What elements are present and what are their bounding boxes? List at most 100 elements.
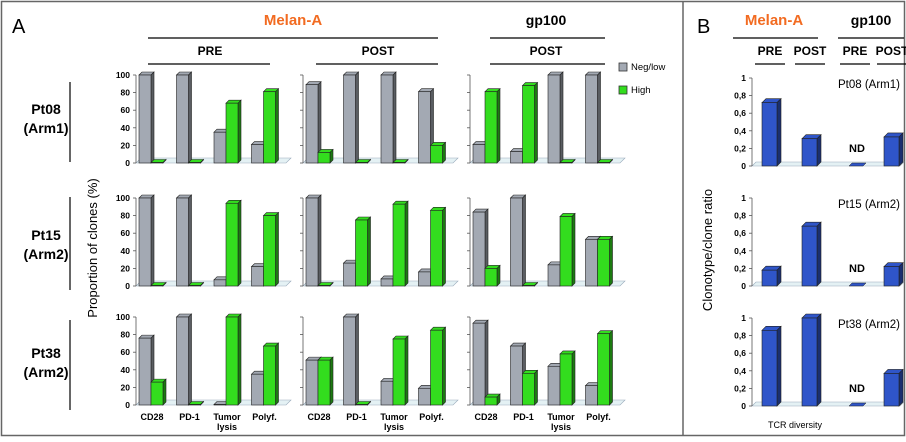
y-tick-label: 40 bbox=[121, 246, 131, 256]
legend-swatch-neg bbox=[618, 62, 628, 72]
b-bar-side bbox=[776, 97, 782, 167]
bar-high bbox=[522, 85, 535, 164]
b-y-tick-label: 0,6 bbox=[734, 348, 746, 358]
legend-high-label: High bbox=[631, 85, 651, 96]
bar-neg-low bbox=[305, 197, 319, 287]
b-col-header: POST bbox=[794, 44, 827, 58]
bar-neg-low-side bbox=[150, 194, 155, 287]
y-axis-label-b: Clonotype/clone ratio bbox=[700, 189, 715, 311]
bar-neg-low-side bbox=[188, 71, 192, 164]
bar-high bbox=[430, 329, 443, 406]
b-bar-side bbox=[776, 265, 782, 287]
bar-neg-low-side bbox=[188, 313, 192, 406]
b-y-tick-label: 0,2 bbox=[734, 263, 746, 273]
b-nd-label: ND bbox=[849, 143, 865, 155]
bar-high bbox=[484, 91, 498, 164]
x-tick-label: Polyf. bbox=[586, 412, 611, 422]
b-y-tick-label: 0,8 bbox=[734, 211, 746, 221]
bar-high bbox=[263, 345, 276, 406]
bar-neg-low-side bbox=[559, 71, 564, 164]
x-tick-label: Tumor bbox=[380, 412, 408, 422]
x-tick-label: Polyf. bbox=[252, 412, 277, 422]
x-tick-label: lysis bbox=[217, 422, 237, 432]
bar-neg-low bbox=[343, 316, 356, 406]
bar-high bbox=[317, 359, 331, 406]
y-tick-label: 40 bbox=[121, 123, 131, 133]
x-tick-label: lysis bbox=[551, 422, 571, 432]
header-post-gp100: POST bbox=[530, 44, 563, 58]
y-tick-label: 0 bbox=[125, 281, 130, 291]
b-bar-side bbox=[776, 325, 782, 407]
chart-marks: 020406080100020406080100020406080100CD28… bbox=[116, 44, 906, 432]
bar-neg-low bbox=[176, 316, 189, 406]
b-y-tick-label: 0 bbox=[741, 401, 746, 411]
bar-high bbox=[263, 215, 276, 287]
bar-high bbox=[522, 285, 535, 287]
b-bar bbox=[761, 330, 778, 407]
bar-high bbox=[559, 216, 573, 287]
b-bar-side bbox=[898, 368, 904, 407]
bar-neg-low bbox=[472, 211, 486, 287]
bar-high bbox=[263, 91, 276, 164]
bar-high-side bbox=[571, 350, 576, 406]
b-bar-side bbox=[898, 261, 904, 287]
bar-high bbox=[225, 202, 239, 287]
bar-neg-low-side bbox=[355, 71, 359, 164]
b-bar-empty bbox=[848, 282, 867, 287]
b-y-tick-label: 0,6 bbox=[734, 108, 746, 118]
bar-high-side bbox=[442, 141, 446, 164]
legend-swatch-high bbox=[618, 85, 628, 95]
b-y-tick-label: 0,2 bbox=[734, 383, 746, 393]
y-tick-label: 60 bbox=[121, 228, 131, 238]
x-tick-label: CD28 bbox=[474, 412, 497, 422]
header-post-melan: POST bbox=[362, 44, 395, 58]
x-tick-label: Tumor bbox=[547, 412, 575, 422]
y-tick-label: 100 bbox=[116, 312, 130, 322]
bar-high-side bbox=[237, 199, 242, 287]
bar-neg-low bbox=[176, 197, 189, 287]
bar-high-side bbox=[275, 211, 279, 287]
b-y-tick-label: 1 bbox=[741, 73, 746, 83]
bar-neg-low bbox=[547, 365, 561, 406]
bar-neg-low bbox=[213, 404, 227, 406]
b-bar-side bbox=[898, 132, 904, 167]
bar-high bbox=[188, 162, 201, 164]
bar-high bbox=[392, 203, 406, 287]
bar-high bbox=[484, 396, 498, 406]
x-tick-label: lysis bbox=[384, 422, 404, 432]
y-tick-label: 60 bbox=[121, 105, 131, 115]
patient-arm-pt15: (Arm2) bbox=[23, 246, 68, 262]
b-bar-empty bbox=[848, 402, 867, 407]
patient-arm-pt38: (Arm2) bbox=[23, 364, 68, 380]
bar-neg-low-side bbox=[392, 71, 397, 164]
y-tick-label: 80 bbox=[121, 330, 131, 340]
bar-high bbox=[559, 162, 573, 164]
bar-neg-low-side bbox=[355, 313, 359, 406]
bar-neg-low bbox=[510, 151, 523, 164]
bar-neg-low bbox=[305, 359, 319, 406]
bar-high-side bbox=[496, 87, 501, 164]
bar-neg-low bbox=[380, 278, 394, 287]
panel-b-label: B bbox=[697, 16, 710, 38]
y-tick-label: 20 bbox=[121, 382, 131, 392]
b-y-tick-label: 0,8 bbox=[734, 331, 746, 341]
bar-neg-low bbox=[251, 266, 264, 287]
x-tick-label: CD28 bbox=[307, 412, 330, 422]
header-gp100: gp100 bbox=[526, 12, 567, 28]
x-tick-label: Polyf. bbox=[419, 412, 444, 422]
bar-high-side bbox=[571, 212, 576, 287]
b-col-header: POST bbox=[876, 44, 906, 58]
bar-high-side bbox=[404, 200, 409, 287]
bar-high bbox=[317, 152, 331, 164]
bar-high bbox=[522, 373, 535, 406]
b-y-tick-label: 0,4 bbox=[734, 126, 746, 136]
bar-neg-low-side bbox=[188, 194, 192, 287]
bar-high-side bbox=[496, 264, 501, 287]
bar-high bbox=[430, 210, 443, 287]
bar-high bbox=[355, 404, 368, 406]
b-patient-label: Pt08 (Arm1) bbox=[838, 79, 900, 91]
b-y-tick-label: 0,4 bbox=[734, 366, 746, 376]
y-tick-label: 0 bbox=[125, 400, 130, 410]
